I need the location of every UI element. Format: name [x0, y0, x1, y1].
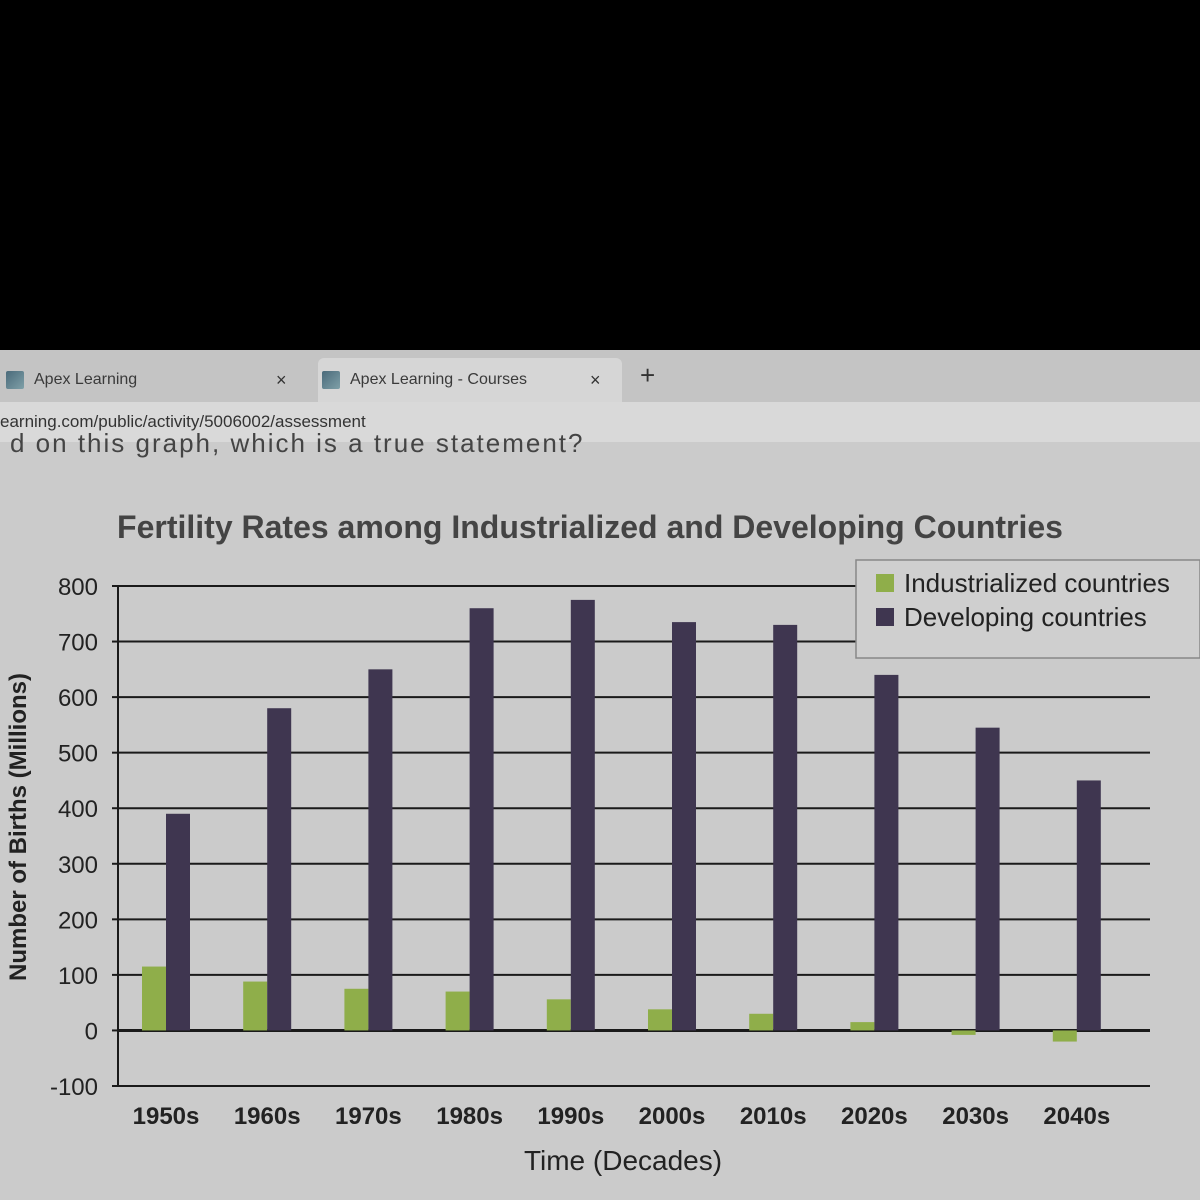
y-tick-label: 100: [58, 963, 98, 990]
x-tick-label: 1980s: [436, 1103, 503, 1130]
x-tick-label: 1970s: [335, 1103, 402, 1130]
y-tick-label: -100: [50, 1074, 98, 1101]
bar-industrialized: [648, 1009, 672, 1031]
legend-label: Industrialized countries: [904, 568, 1170, 598]
y-tick-label: 400: [58, 796, 98, 823]
x-tick-label: 1950s: [133, 1103, 200, 1130]
close-icon[interactable]: ×: [590, 369, 601, 390]
bar-industrialized: [344, 988, 369, 1031]
bar-industrialized: [850, 1022, 875, 1031]
y-tick-label: 700: [58, 630, 98, 657]
bar-industrialized: [546, 999, 571, 1031]
bar-developing: [267, 708, 292, 1031]
bar-developing: [874, 674, 899, 1031]
new-tab-button[interactable]: +: [640, 360, 656, 390]
tab-label: Apex Learning - Courses: [350, 371, 527, 388]
legend-box: [855, 559, 1200, 659]
assessment-page: d on this graph, which is a true stateme…: [0, 428, 1200, 1200]
bar-developing: [469, 608, 494, 1031]
chart-title: Fertility Rates among Industrialized and…: [117, 509, 1063, 545]
x-tick-label: 2010s: [740, 1103, 807, 1130]
x-tick-label: 1960s: [234, 1103, 301, 1130]
y-axis-label: Number of Births (Millions): [5, 673, 32, 981]
bar-industrialized: [445, 991, 470, 1031]
tab-label: Apex Learning: [34, 371, 138, 388]
x-tick-label: 2040s: [1043, 1103, 1110, 1130]
legend-swatch: [876, 574, 894, 592]
x-tick-label: 2030s: [942, 1103, 1009, 1130]
bar-industrialized: [1052, 1030, 1077, 1042]
bar-developing: [672, 622, 696, 1031]
tab-apex-learning-courses[interactable]: Apex Learning - Courses ×: [318, 358, 622, 402]
bar-developing: [166, 813, 190, 1031]
fertility-bar-chart: Fertility Rates among Industrialized and…: [5, 509, 1200, 1176]
screen: Apex Learning × Apex Learning - Courses …: [0, 350, 1200, 1200]
bar-industrialized: [749, 1013, 774, 1031]
tab-bar: Apex Learning × Apex Learning - Courses …: [0, 350, 1200, 402]
x-tick-label: 1990s: [537, 1103, 604, 1130]
x-tick-label: 2020s: [841, 1103, 908, 1130]
x-tick-label: 2000s: [639, 1103, 706, 1130]
y-tick-label: 600: [58, 685, 98, 712]
bar-developing: [1076, 780, 1101, 1031]
y-tick-label: 800: [58, 574, 98, 601]
y-tick-label: 0: [85, 1018, 98, 1045]
y-tick-label: 500: [58, 741, 98, 768]
bar-developing: [368, 669, 393, 1031]
y-tick-label: 200: [58, 907, 98, 934]
close-icon[interactable]: ×: [276, 369, 287, 390]
tab-apex-learning[interactable]: Apex Learning ×: [6, 358, 306, 402]
apex-favicon-icon: [6, 371, 24, 389]
bar-industrialized: [243, 981, 268, 1031]
y-tick-label: 300: [58, 852, 98, 879]
address-bar[interactable]: earning.com/public/activity/5006002/asse…: [0, 402, 1200, 442]
legend-swatch: [876, 608, 894, 626]
apex-favicon-icon: [322, 371, 340, 389]
x-axis-label: Time (Decades): [524, 1145, 722, 1176]
bar-developing: [975, 727, 1000, 1031]
url-text: earning.com/public/activity/5006002/asse…: [0, 412, 366, 431]
bar-developing: [773, 624, 798, 1031]
bar-developing: [570, 599, 595, 1031]
bar-industrialized: [142, 966, 166, 1031]
legend-label: Developing countries: [904, 602, 1147, 632]
bar-industrialized: [951, 1030, 976, 1035]
question-text: d on this graph, which is a true stateme…: [10, 428, 585, 458]
